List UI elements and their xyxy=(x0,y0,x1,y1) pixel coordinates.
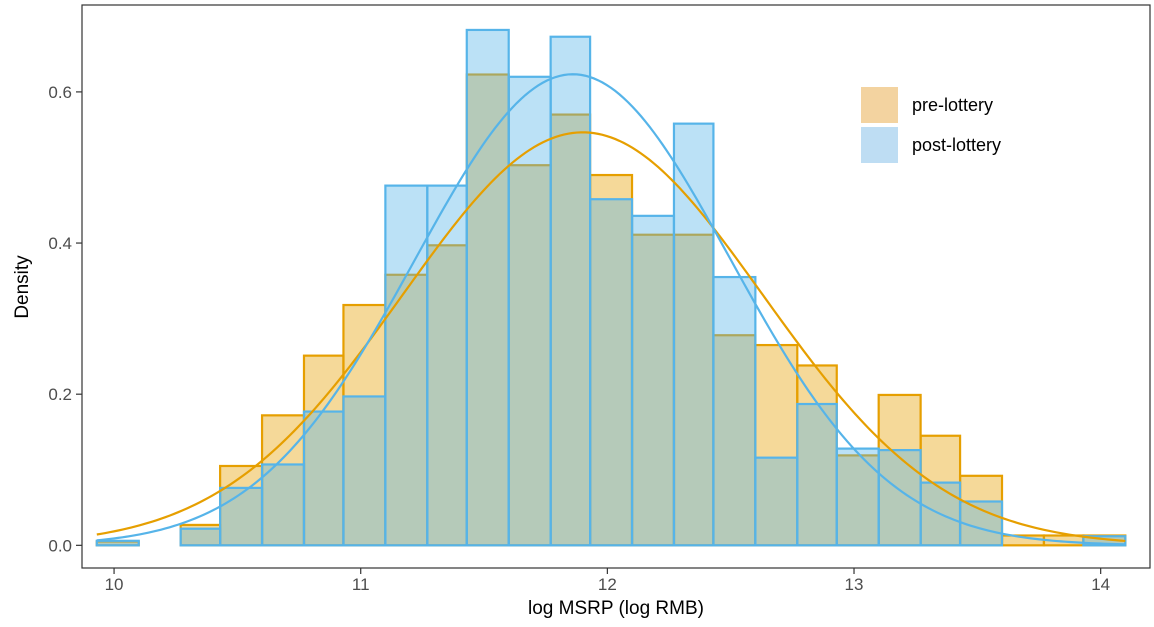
x-axis: 10 11 12 13 14 xyxy=(105,568,1110,594)
legend-key-post-lottery xyxy=(861,127,898,163)
x-tick-label-10: 10 xyxy=(105,575,124,594)
legend-key-pre-lottery xyxy=(861,87,898,123)
bar-pre-lottery-12 xyxy=(589,173,634,547)
bar-post-lottery-12 xyxy=(589,198,634,547)
x-tick-label-13: 13 xyxy=(845,575,864,594)
bar-pre-lottery-20 xyxy=(919,434,962,547)
x-axis-title: log MSRP (log RMB) xyxy=(528,598,704,619)
bar-post-lottery-9 xyxy=(465,28,510,547)
legend-label-pre-lottery: pre-lottery xyxy=(912,95,993,115)
legend-label-post-lottery: post-lottery xyxy=(912,135,1001,155)
density-curve-pre-lottery xyxy=(96,131,1126,543)
bar-post-lottery-20 xyxy=(919,481,962,547)
x-tick-label-12: 12 xyxy=(598,575,617,594)
bar-post-lottery-0 xyxy=(95,539,140,547)
bar-post-lottery-11 xyxy=(549,35,592,547)
y-tick-label-1: 0.2 xyxy=(48,385,72,404)
panel-background xyxy=(82,5,1150,568)
bar-post-lottery-15 xyxy=(712,275,757,547)
density-curve-post-lottery xyxy=(96,73,1126,546)
bar-pre-lottery-5 xyxy=(302,354,345,547)
bar-pre-lottery-4 xyxy=(260,414,306,547)
y-axis: 0.0 0.2 0.4 0.6 xyxy=(48,83,82,555)
x-tick-label-14: 14 xyxy=(1091,575,1110,594)
bar-post-lottery-17 xyxy=(796,402,838,547)
legend: pre-lottery post-lottery xyxy=(861,87,1001,163)
y-tick-label-3: 0.6 xyxy=(48,83,72,102)
bar-pre-lottery-13 xyxy=(630,233,676,547)
bar-post-lottery-2 xyxy=(179,527,222,547)
y-axis-title: Density xyxy=(12,255,33,319)
y-tick-label-0: 0.0 xyxy=(48,536,72,555)
bar-post-lottery-13 xyxy=(630,214,676,547)
bar-post-lottery-8 xyxy=(426,184,468,547)
bar-post-lottery-19 xyxy=(877,449,922,547)
bar-post-lottery-18 xyxy=(835,447,880,547)
bar-post-lottery-5 xyxy=(302,410,345,547)
bar-post-lottery-3 xyxy=(219,486,264,547)
bar-post-lottery-7 xyxy=(384,184,429,547)
bar-post-lottery-4 xyxy=(260,463,306,547)
bar-post-lottery-6 xyxy=(342,395,387,547)
curves-layer xyxy=(96,73,1126,546)
bar-post-lottery-16 xyxy=(754,456,799,547)
y-tick-label-2: 0.4 xyxy=(48,234,72,253)
panel-border xyxy=(81,4,1151,569)
bar-post-lottery-10 xyxy=(507,75,552,547)
x-tick-label-11: 11 xyxy=(352,575,370,594)
